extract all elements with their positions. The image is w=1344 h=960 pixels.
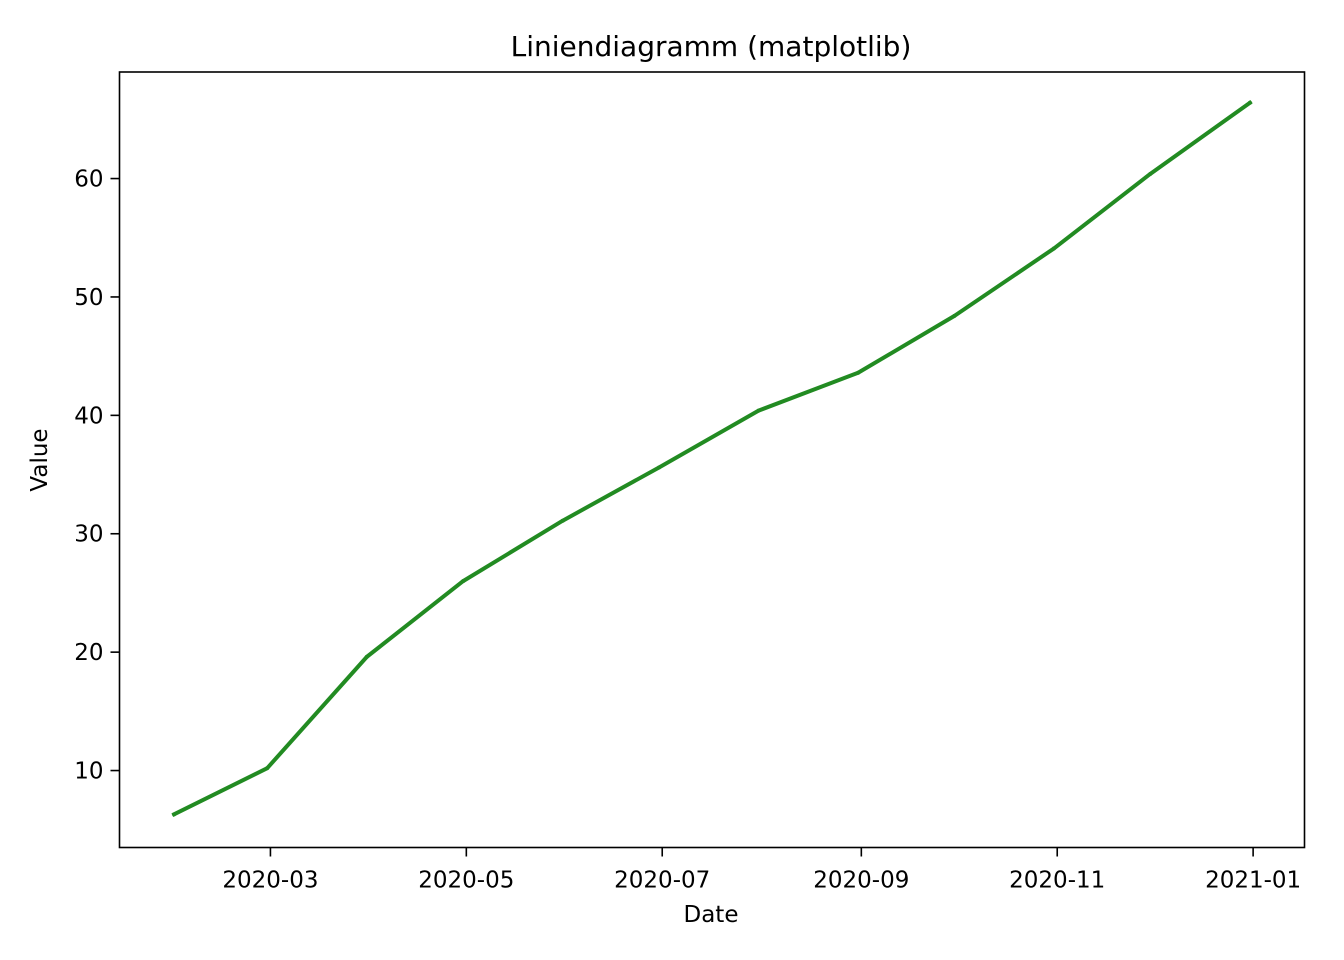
x-tick-label: 2020-09 (813, 868, 909, 894)
y-tick-label: 30 (74, 522, 103, 548)
y-tick-label: 10 (74, 759, 103, 785)
x-tick-label: 2021-01 (1205, 868, 1301, 894)
data-point (856, 370, 861, 375)
y-axis-label: Value (27, 428, 53, 491)
x-tick-label: 2020-05 (418, 868, 514, 894)
data-point (364, 654, 369, 659)
axes-frame (118, 71, 1306, 849)
x-tick-label: 2020-11 (1009, 868, 1105, 894)
data-point (560, 518, 565, 523)
y-tick-label: 20 (74, 640, 103, 666)
x-axis: 2020-03 2020-05 2020-07 2020-09 2020-11 2021-… (222, 847, 1301, 894)
chart-title: Liniendiagramm (matplotlib) (511, 30, 912, 63)
x-tick-label: 2020-07 (614, 868, 710, 894)
y-tick-label: 50 (74, 285, 103, 311)
series-points (172, 100, 1252, 817)
x-tick-label: 2020-03 (222, 868, 318, 894)
data-point (1247, 100, 1252, 105)
y-tick-label: 40 (74, 403, 103, 429)
data-point (756, 408, 761, 413)
data-point (1148, 171, 1153, 176)
data-point (172, 812, 177, 817)
data-point (461, 579, 466, 584)
series-line (171, 99, 1253, 818)
data-point (952, 313, 957, 318)
y-tick-label: 60 (74, 167, 103, 193)
data-point (657, 465, 662, 470)
y-axis: 10 20 30 40 50 60 (74, 167, 120, 785)
data-point (1052, 246, 1057, 251)
plot-area (118, 71, 1306, 849)
data-point (265, 766, 270, 771)
x-axis-label: Date (684, 902, 739, 928)
